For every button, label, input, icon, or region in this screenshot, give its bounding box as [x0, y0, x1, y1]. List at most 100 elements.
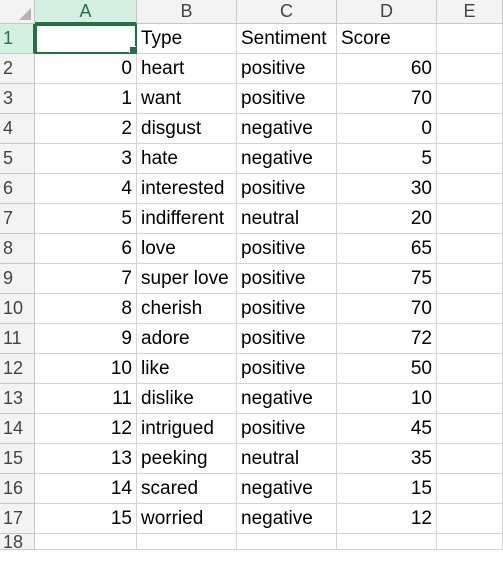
row-header[interactable]: 16 — [0, 474, 35, 504]
cell-index[interactable]: 6 — [35, 234, 137, 264]
cell-empty[interactable] — [437, 324, 503, 354]
cell-type[interactable]: interested — [137, 174, 237, 204]
cell-b18[interactable] — [137, 534, 237, 550]
row-header[interactable]: 14 — [0, 414, 35, 444]
cell-type[interactable]: disgust — [137, 114, 237, 144]
cell-e1[interactable] — [437, 24, 503, 54]
cell-type[interactable]: scared — [137, 474, 237, 504]
cell-score[interactable]: 12 — [337, 504, 437, 534]
cell-score[interactable]: 50 — [337, 354, 437, 384]
column-header-e[interactable]: E — [437, 0, 503, 24]
cell-sentiment[interactable]: positive — [237, 324, 337, 354]
cell-type[interactable]: cherish — [137, 294, 237, 324]
cell-index[interactable]: 11 — [35, 384, 137, 414]
cell-index[interactable]: 10 — [35, 354, 137, 384]
column-header-a[interactable]: A — [35, 0, 137, 24]
cell-index[interactable]: 14 — [35, 474, 137, 504]
cell-sentiment[interactable]: negative — [237, 114, 337, 144]
cell-index[interactable]: 4 — [35, 174, 137, 204]
cell-index[interactable]: 9 — [35, 324, 137, 354]
row-header[interactable]: 10 — [0, 294, 35, 324]
row-header[interactable]: 12 — [0, 354, 35, 384]
cell-score[interactable]: 75 — [337, 264, 437, 294]
cell-sentiment[interactable]: positive — [237, 174, 337, 204]
cell-sentiment[interactable]: negative — [237, 474, 337, 504]
cell-type[interactable]: dislike — [137, 384, 237, 414]
cell-sentiment[interactable]: positive — [237, 84, 337, 114]
cell-c1[interactable]: Sentiment — [237, 24, 337, 54]
cell-empty[interactable] — [437, 264, 503, 294]
cell-type[interactable]: want — [137, 84, 237, 114]
cell-index[interactable]: 15 — [35, 504, 137, 534]
cell-type[interactable]: intrigued — [137, 414, 237, 444]
cell-empty[interactable] — [437, 174, 503, 204]
cell-index[interactable]: 2 — [35, 114, 137, 144]
row-header[interactable]: 11 — [0, 324, 35, 354]
column-header-b[interactable]: B — [137, 0, 237, 24]
cell-sentiment[interactable]: positive — [237, 234, 337, 264]
cell-type[interactable]: heart — [137, 54, 237, 84]
row-header[interactable]: 15 — [0, 444, 35, 474]
cell-empty[interactable] — [437, 474, 503, 504]
cell-sentiment[interactable]: negative — [237, 144, 337, 174]
row-header[interactable]: 17 — [0, 504, 35, 534]
cell-empty[interactable] — [437, 114, 503, 144]
row-header[interactable]: 9 — [0, 264, 35, 294]
cell-score[interactable]: 70 — [337, 294, 437, 324]
cell-empty[interactable] — [437, 294, 503, 324]
cell-sentiment[interactable]: negative — [237, 504, 337, 534]
cell-a18[interactable] — [35, 534, 137, 550]
row-header[interactable]: 7 — [0, 204, 35, 234]
cell-index[interactable]: 13 — [35, 444, 137, 474]
cell-score[interactable]: 35 — [337, 444, 437, 474]
row-header-18[interactable]: 18 — [0, 533, 35, 551]
cell-score[interactable]: 60 — [337, 54, 437, 84]
row-header[interactable]: 3 — [0, 84, 35, 114]
row-header[interactable]: 13 — [0, 384, 35, 414]
cell-score[interactable]: 30 — [337, 174, 437, 204]
row-header[interactable]: 8 — [0, 234, 35, 264]
cell-type[interactable]: hate — [137, 144, 237, 174]
cell-index[interactable]: 5 — [35, 204, 137, 234]
cell-d1[interactable]: Score — [337, 24, 437, 54]
cell-index[interactable]: 3 — [35, 144, 137, 174]
row-header-1[interactable]: 1 — [0, 24, 35, 54]
cell-c18[interactable] — [237, 534, 337, 550]
cell-score[interactable]: 70 — [337, 84, 437, 114]
cell-sentiment[interactable]: positive — [237, 354, 337, 384]
column-header-c[interactable]: C — [237, 0, 337, 24]
cell-index[interactable]: 1 — [35, 84, 137, 114]
column-header-d[interactable]: D — [337, 0, 437, 24]
cell-empty[interactable] — [437, 204, 503, 234]
fill-handle[interactable] — [129, 46, 136, 53]
cell-type[interactable]: super love — [137, 264, 237, 294]
cell-sentiment[interactable]: neutral — [237, 444, 337, 474]
cell-score[interactable]: 10 — [337, 384, 437, 414]
cell-index[interactable]: 12 — [35, 414, 137, 444]
cell-type[interactable]: love — [137, 234, 237, 264]
cell-b1[interactable]: Type — [137, 24, 237, 54]
cell-score[interactable]: 0 — [337, 114, 437, 144]
cell-empty[interactable] — [437, 354, 503, 384]
cell-empty[interactable] — [437, 414, 503, 444]
row-header[interactable]: 6 — [0, 174, 35, 204]
cell-score[interactable]: 72 — [337, 324, 437, 354]
cell-empty[interactable] — [437, 234, 503, 264]
cell-index[interactable]: 7 — [35, 264, 137, 294]
cell-sentiment[interactable]: positive — [237, 294, 337, 324]
cell-score[interactable]: 20 — [337, 204, 437, 234]
cell-index[interactable]: 8 — [35, 294, 137, 324]
cell-sentiment[interactable]: positive — [237, 54, 337, 84]
select-all-corner[interactable] — [0, 0, 35, 24]
cell-d18[interactable] — [337, 534, 437, 550]
cell-sentiment[interactable]: negative — [237, 384, 337, 414]
cell-empty[interactable] — [437, 384, 503, 414]
cell-type[interactable]: peeking — [137, 444, 237, 474]
cell-score[interactable]: 45 — [337, 414, 437, 444]
cell-type[interactable]: adore — [137, 324, 237, 354]
cell-sentiment[interactable]: positive — [237, 264, 337, 294]
cell-e18[interactable] — [437, 534, 503, 550]
row-header[interactable]: 4 — [0, 114, 35, 144]
row-header[interactable]: 5 — [0, 144, 35, 174]
cell-empty[interactable] — [437, 84, 503, 114]
